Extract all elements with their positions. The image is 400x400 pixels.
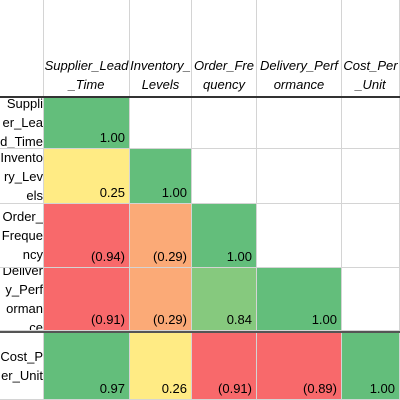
row-header-supplier-lead-time[interactable]: Supplier_Lead_Time bbox=[0, 97, 44, 149]
cell-r3-c2[interactable]: (0.29) bbox=[130, 204, 192, 268]
cell-r5-c2[interactable]: 0.26 bbox=[130, 333, 192, 400]
cell-r3-c3[interactable]: 1.00 bbox=[192, 204, 257, 268]
row-header-cost-per-unit[interactable]: Cost_Per_Unit bbox=[0, 333, 44, 400]
cell-r1-c3[interactable] bbox=[192, 97, 257, 149]
cell-r2-c2[interactable]: 1.00 bbox=[130, 149, 192, 204]
cell-r5-c5[interactable]: 1.00 bbox=[342, 333, 400, 400]
cell-r4-c1[interactable]: (0.91) bbox=[44, 268, 130, 331]
header-divider bbox=[0, 96, 400, 98]
cell-r1-c1[interactable]: 1.00 bbox=[44, 97, 130, 149]
cell-r4-c5[interactable] bbox=[342, 268, 400, 331]
cell-r2-c5[interactable] bbox=[342, 149, 400, 204]
column-header-delivery-performance[interactable]: Delivery_Performance bbox=[257, 0, 342, 97]
corner-cell[interactable] bbox=[0, 0, 44, 97]
row-header-delivery-performance[interactable]: Delivery_Performance bbox=[0, 268, 44, 331]
column-header-supplier-lead-time[interactable]: Supplier_Lead_Time bbox=[44, 0, 130, 97]
cell-r1-c4[interactable] bbox=[257, 97, 342, 149]
column-header-inventory-levels[interactable]: Inventory_Levels bbox=[130, 0, 192, 97]
row-header-order-frequency[interactable]: Order_Frequency bbox=[0, 204, 44, 268]
cell-r5-c4[interactable]: (0.89) bbox=[257, 333, 342, 400]
column-header-cost-per-unit[interactable]: Cost_Per_Unit bbox=[342, 0, 400, 97]
cell-r4-c2[interactable]: (0.29) bbox=[130, 268, 192, 331]
cell-r3-c5[interactable] bbox=[342, 204, 400, 268]
cell-r2-c3[interactable] bbox=[192, 149, 257, 204]
cell-r1-c5[interactable] bbox=[342, 97, 400, 149]
cell-r1-c2[interactable] bbox=[130, 97, 192, 149]
row-divider bbox=[0, 331, 400, 333]
row-header-inventory-levels[interactable]: Inventory_Levels bbox=[0, 149, 44, 204]
cell-r2-c1[interactable]: 0.25 bbox=[44, 149, 130, 204]
cell-r4-c3[interactable]: 0.84 bbox=[192, 268, 257, 331]
cell-r5-c3[interactable]: (0.91) bbox=[192, 333, 257, 400]
cell-r5-c1[interactable]: 0.97 bbox=[44, 333, 130, 400]
column-header-order-frequency[interactable]: Order_Frequency bbox=[192, 0, 257, 97]
cell-r3-c4[interactable] bbox=[257, 204, 342, 268]
cell-r4-c4[interactable]: 1.00 bbox=[257, 268, 342, 331]
cell-r2-c4[interactable] bbox=[257, 149, 342, 204]
cell-r3-c1[interactable]: (0.94) bbox=[44, 204, 130, 268]
